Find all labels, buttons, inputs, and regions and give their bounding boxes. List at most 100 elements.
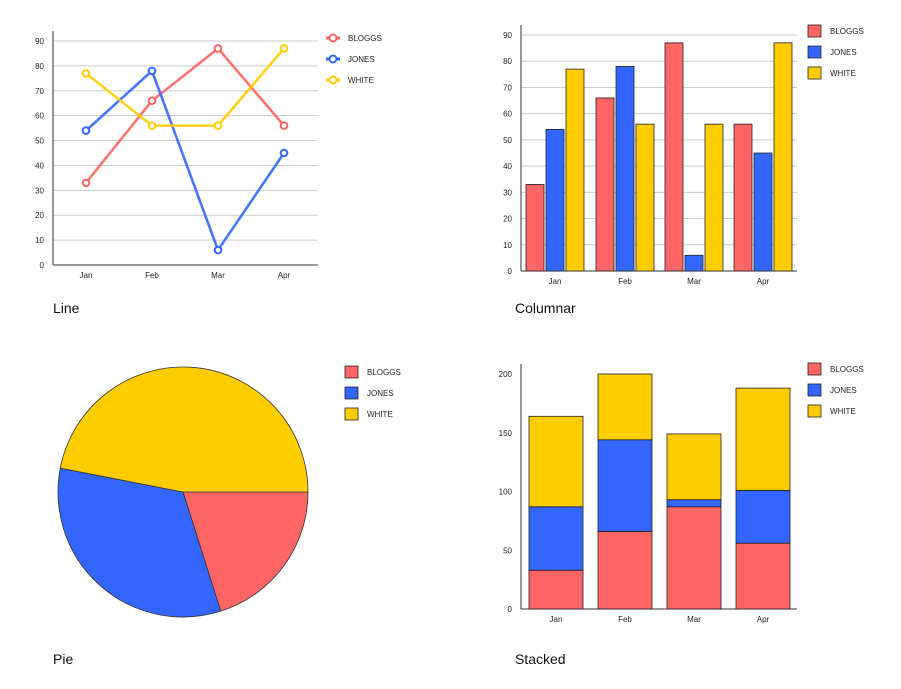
- line-point-bloggs: [147, 96, 157, 106]
- columnar-chart-caption: Columnar: [515, 300, 576, 316]
- column-bar-jones: [753, 152, 773, 272]
- stacked-segment-bloggs: [735, 542, 791, 610]
- columnar-chart-x-tick-label: Jan: [549, 277, 562, 286]
- stacked-chart-y-tick-label: 50: [503, 546, 512, 555]
- columnar-chart-legend-label-white: WHITE: [830, 69, 856, 78]
- columnar-chart-legend: BLOGGS JONES WHITE: [807, 24, 864, 80]
- stacked-chart-y-tick-label: 150: [499, 429, 513, 438]
- column-bar-bloggs: [595, 97, 615, 272]
- column-bar-jones: [684, 254, 704, 272]
- stacked-segment-jones: [597, 439, 653, 532]
- pie-slice-jones: [57, 467, 222, 618]
- stacked-chart-x-tick-label: Feb: [618, 615, 632, 624]
- line-chart-y-tick-label: 0: [40, 261, 45, 270]
- line-chart-y-tick-label: 60: [35, 112, 44, 121]
- line-chart-y-tick-label: 30: [35, 186, 44, 195]
- stacked-chart-legend-swatch-white: [807, 404, 822, 418]
- stacked-segment-white: [735, 387, 791, 491]
- line-chart-x-tick-label: Mar: [211, 271, 225, 280]
- column-bar-bloggs: [733, 123, 753, 272]
- line-point-jones: [213, 245, 223, 255]
- columnar-chart-y-tick-label: 30: [503, 188, 512, 197]
- line-chart-y-tick-label: 40: [35, 161, 44, 170]
- line-chart-y-tick-label: 70: [35, 87, 44, 96]
- stacked-segment-jones: [528, 506, 584, 571]
- pie-chart: [57, 366, 309, 618]
- stacked-chart-legend-label-white: WHITE: [830, 407, 856, 416]
- pie-chart-legend-swatch-bloggs: [344, 365, 359, 379]
- line-chart-y-tick-label: 90: [35, 37, 44, 46]
- stacked-segment-jones: [735, 489, 791, 544]
- column-bar-white: [565, 68, 585, 272]
- line-point-bloggs: [81, 178, 91, 188]
- line-point-jones: [147, 66, 157, 76]
- line-chart-caption: Line: [53, 300, 80, 316]
- stacked-segment-bloggs: [666, 506, 722, 610]
- column-bar-bloggs: [525, 184, 545, 272]
- line-chart-legend-marker-bloggs: [328, 33, 338, 43]
- stacked-chart: 0 50 100 150 200 Jan Feb Mar Apr: [499, 364, 797, 624]
- columnar-chart-legend-label-jones: JONES: [830, 48, 857, 57]
- line-chart-x-tick-label: Feb: [145, 271, 159, 280]
- columnar-chart-y-tick-label: 80: [503, 57, 512, 66]
- columnar-chart-legend-swatch-jones: [807, 45, 822, 59]
- line-chart-legend-marker-jones: [328, 54, 338, 64]
- line-chart: 0 10 20 30 40 50 60 70 80 90 Jan Feb Mar Apr: [35, 31, 318, 280]
- columnar-chart-y-tick-label: 0: [508, 267, 513, 276]
- columnar-chart-y-tick-label: 90: [503, 31, 512, 40]
- stacked-segment-bloggs: [597, 531, 653, 610]
- columnar-chart-y-tick-label: 40: [503, 162, 512, 171]
- stacked-chart-x-tick-label: Apr: [757, 615, 770, 624]
- stacked-chart-legend-swatch-bloggs: [807, 362, 822, 376]
- line-chart-legend: BLOGGS JONES WHITE: [326, 33, 382, 85]
- pie-slice-bloggs: [182, 491, 309, 612]
- columnar-chart-x-tick-label: Feb: [618, 277, 632, 286]
- column-bar-white: [773, 42, 793, 272]
- line-series-white: [85, 47, 285, 127]
- line-chart-y-tick-label: 10: [35, 236, 44, 245]
- line-chart-y-tick-label: 20: [35, 211, 44, 220]
- pie-chart-legend-swatch-white: [344, 407, 359, 421]
- stacked-segment-white: [666, 433, 722, 501]
- stacked-segment-jones: [666, 499, 722, 508]
- column-bar-jones: [545, 128, 565, 272]
- line-chart-y-tick-label: 80: [35, 62, 44, 71]
- stacked-chart-x-tick-label: Jan: [550, 615, 563, 624]
- pie-chart-legend-swatch-jones: [344, 386, 359, 400]
- columnar-chart-x-tick-label: Apr: [757, 277, 770, 286]
- stacked-segment-white: [528, 415, 584, 508]
- column-bar-white: [704, 123, 724, 272]
- columnar-chart-y-tick-label: 50: [503, 136, 512, 145]
- columnar-chart-legend-swatch-white: [807, 66, 822, 80]
- line-point-white: [279, 44, 289, 53]
- stacked-segment-white: [597, 373, 653, 441]
- columnar-chart-y-tick-label: 20: [503, 215, 512, 224]
- pie-chart-caption: Pie: [53, 651, 73, 667]
- line-chart-legend-label-white: WHITE: [348, 76, 374, 85]
- stacked-chart-legend: BLOGGS JONES WHITE: [807, 362, 864, 418]
- stacked-chart-legend-label-bloggs: BLOGGS: [830, 365, 864, 374]
- stacked-chart-y-tick-label: 200: [499, 370, 513, 379]
- stacked-chart-legend-label-jones: JONES: [830, 386, 857, 395]
- column-bar-jones: [615, 66, 635, 272]
- stacked-chart-caption: Stacked: [515, 651, 566, 667]
- pie-chart-legend: BLOGGS JONES WHITE: [344, 365, 401, 421]
- line-chart-y-tick-label: 50: [35, 137, 44, 146]
- stacked-chart-legend-swatch-jones: [807, 383, 822, 397]
- pie-slice-white: [59, 366, 309, 493]
- line-chart-legend-marker-white: [328, 75, 338, 85]
- line-chart-legend-label-jones: JONES: [348, 55, 375, 64]
- line-point-white: [147, 121, 157, 130]
- columnar-chart: 0 10 20 30 40 50 60 70 80 90 Jan Feb Mar Apr: [503, 25, 797, 286]
- columnar-chart-legend-swatch-bloggs: [807, 24, 822, 38]
- column-bar-white: [635, 123, 655, 272]
- column-bar-bloggs: [664, 42, 684, 272]
- columnar-chart-legend-label-bloggs: BLOGGS: [830, 27, 864, 36]
- line-point-bloggs: [279, 121, 289, 130]
- line-chart-x-tick-label: Jan: [80, 271, 93, 280]
- stacked-chart-x-tick-label: Mar: [687, 615, 701, 624]
- line-chart-x-tick-label: Apr: [278, 271, 291, 280]
- line-point-bloggs: [213, 44, 223, 53]
- pie-chart-legend-label-bloggs: BLOGGS: [367, 368, 401, 377]
